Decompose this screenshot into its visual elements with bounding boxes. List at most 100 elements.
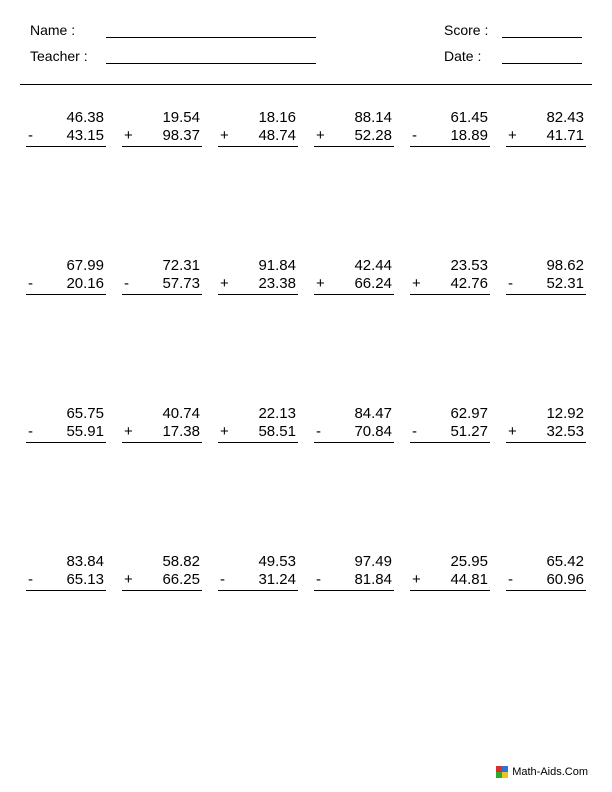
problem-bottom-number: 48.74 — [258, 127, 296, 144]
problem-top-number: 72.31 — [122, 257, 202, 274]
problem-operator: - — [412, 423, 417, 440]
problem: 88.14+52.28 — [314, 109, 394, 147]
problem-operator: + — [124, 127, 133, 144]
problem: 72.31-57.73 — [122, 257, 202, 295]
problem-bottom-row: +66.25 — [122, 570, 202, 591]
problem-bottom-row: +52.28 — [314, 126, 394, 147]
problem-bottom-row: +98.37 — [122, 126, 202, 147]
problem-top-number: 82.43 — [506, 109, 586, 126]
name-blank-line — [106, 24, 316, 38]
problem-bottom-row: +42.76 — [410, 274, 490, 295]
date-label: Date : — [444, 48, 492, 64]
problem-operator: - — [316, 571, 321, 588]
problem-bottom-number: 31.24 — [258, 571, 296, 588]
score-label: Score : — [444, 22, 492, 38]
problem-operator: + — [508, 423, 517, 440]
problem-bottom-number: 42.76 — [450, 275, 488, 292]
problem: 67.99-20.16 — [26, 257, 106, 295]
problem: 23.53+42.76 — [410, 257, 490, 295]
problem: 91.84+23.38 — [218, 257, 298, 295]
icon-cell — [502, 772, 508, 778]
problem-bottom-number: 23.38 — [258, 275, 296, 292]
problem-operator: + — [124, 571, 133, 588]
teacher-row: Teacher : — [30, 48, 316, 64]
problem-operator: - — [220, 571, 225, 588]
problem-bottom-number: 66.24 — [354, 275, 392, 292]
problem-top-number: 61.45 — [410, 109, 490, 126]
problem-top-number: 18.16 — [218, 109, 298, 126]
problem: 62.97-51.27 — [410, 405, 490, 443]
score-blank-line — [502, 24, 582, 38]
problem-bottom-row: - 52.31 — [506, 274, 586, 295]
problem-bottom-row: - 31.24 — [218, 570, 298, 591]
problem-operator: - — [508, 275, 513, 292]
problem-bottom-row: +66.24 — [314, 274, 394, 295]
problem: 19.54+98.37 — [122, 109, 202, 147]
problem-bottom-number: 66.25 — [162, 571, 200, 588]
problem-bottom-row: +17.38 — [122, 422, 202, 443]
problem-top-number: 22.13 — [218, 405, 298, 422]
problem: 97.49-81.84 — [314, 553, 394, 591]
problem-bottom-number: 55.91 — [66, 423, 104, 440]
problem-bottom-number: 51.27 — [450, 423, 488, 440]
problem-top-number: 65.42 — [506, 553, 586, 570]
problem: 40.74+17.38 — [122, 405, 202, 443]
problem-operator: - — [412, 127, 417, 144]
name-row: Name : — [30, 22, 316, 38]
problem-bottom-row: -70.84 — [314, 422, 394, 443]
teacher-blank-line — [106, 50, 316, 64]
problem: 84.47-70.84 — [314, 405, 394, 443]
problem-top-number: 25.95 — [410, 553, 490, 570]
problem-bottom-number: 32.53 — [546, 423, 584, 440]
problem-top-number: 12.92 — [506, 405, 586, 422]
problem-operator: + — [508, 127, 517, 144]
problem-operator: - — [28, 423, 33, 440]
date-blank-line — [502, 50, 582, 64]
problem-operator: - — [28, 127, 33, 144]
math-aids-icon — [496, 766, 508, 778]
problem-bottom-row: - 55.91 — [26, 422, 106, 443]
problem-top-number: 83.84 — [26, 553, 106, 570]
problem: 65.42-60.96 — [506, 553, 586, 591]
problem-bottom-number: 65.13 — [66, 571, 104, 588]
problem-bottom-row: -81.84 — [314, 570, 394, 591]
date-row: Date : — [444, 48, 582, 64]
problem-bottom-number: 17.38 — [162, 423, 200, 440]
problem-top-number: 91.84 — [218, 257, 298, 274]
problem-bottom-row: - 51.27 — [410, 422, 490, 443]
problem-bottom-row: +23.38 — [218, 274, 298, 295]
problem-bottom-row: -65.13 — [26, 570, 106, 591]
teacher-label: Teacher : — [30, 48, 96, 64]
problem-top-number: 65.75 — [26, 405, 106, 422]
problem-bottom-row: -20.16 — [26, 274, 106, 295]
score-row: Score : — [444, 22, 582, 38]
problem-operator: - — [28, 275, 33, 292]
problem-top-number: 23.53 — [410, 257, 490, 274]
problem-top-number: 58.82 — [122, 553, 202, 570]
problem-bottom-row: +41.71 — [506, 126, 586, 147]
problem-top-number: 88.14 — [314, 109, 394, 126]
problem-bottom-number: 41.71 — [546, 127, 584, 144]
problem-bottom-row: +32.53 — [506, 422, 586, 443]
problem-bottom-row: +48.74 — [218, 126, 298, 147]
problem-top-number: 84.47 — [314, 405, 394, 422]
problem-bottom-number: 52.31 — [546, 275, 584, 292]
problem-bottom-number: 98.37 — [162, 127, 200, 144]
problem: 61.45- 18.89 — [410, 109, 490, 147]
problems-grid: 46.38-43.1519.54+98.3718.16+48.7488.14+5… — [0, 85, 612, 591]
footer: Math-Aids.Com — [496, 766, 588, 778]
worksheet-header: Name : Teacher : Score : Date : — [0, 0, 612, 74]
problem-top-number: 42.44 — [314, 257, 394, 274]
problem-operator: + — [412, 275, 421, 292]
problem-bottom-row: +58.51 — [218, 422, 298, 443]
problem-top-number: 40.74 — [122, 405, 202, 422]
problem-operator: - — [316, 423, 321, 440]
problem-bottom-number: 57.73 — [162, 275, 200, 292]
problem-bottom-row: +44.81 — [410, 570, 490, 591]
problem: 25.95+44.81 — [410, 553, 490, 591]
problem-bottom-row: -57.73 — [122, 274, 202, 295]
problem-bottom-number: 18.89 — [450, 127, 488, 144]
problem: 18.16+48.74 — [218, 109, 298, 147]
header-right-column: Score : Date : — [444, 22, 582, 64]
name-label: Name : — [30, 22, 96, 38]
